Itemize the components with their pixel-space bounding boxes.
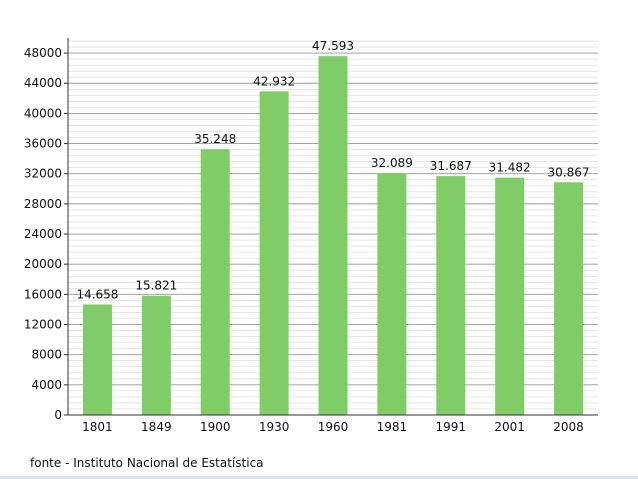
bar-value-label: 42.932 [253,74,295,88]
y-tick-label: 12000 [24,318,62,332]
bar-chart: 0 4000 8000 12000 16000 20000 24000 28000 32000 3… [24,38,598,434]
x-tick-label: 1801 [82,420,113,434]
bar [377,173,407,415]
bar-value-label: 31.482 [489,161,531,175]
y-tick-label: 44000 [24,76,62,90]
chart-bars [82,56,584,416]
bar-value-label: 30.867 [548,165,590,179]
y-tick-label: 28000 [24,197,62,211]
bar [141,295,171,415]
y-tick-label: 20000 [24,257,62,271]
bar [495,177,525,415]
bar [82,304,112,415]
bar-value-label: 15.821 [135,279,177,293]
bar [554,182,584,415]
x-tick-label: 2008 [553,420,584,434]
x-tick-label: 1960 [318,420,349,434]
bar [259,91,289,415]
x-tick-label: 1991 [436,420,467,434]
x-tick-label: 1900 [200,420,231,434]
bottom-divider [0,476,638,479]
x-tick-label: 1849 [141,420,172,434]
y-tick-label: 0 [54,408,62,422]
bar-value-label: 35.248 [194,132,236,146]
y-tick-label: 8000 [31,348,62,362]
bar-value-label: 32.089 [371,156,413,170]
bar-value-label: 14.658 [76,287,118,301]
bar [318,56,348,416]
bar-value-label: 31.687 [430,159,472,173]
x-tick-label: 1981 [377,420,408,434]
y-tick-label: 16000 [24,287,62,301]
bar-value-label: 47.593 [312,39,354,53]
y-tick-label: 36000 [24,137,62,151]
y-tick-label: 24000 [24,227,62,241]
bar [200,149,230,415]
y-tick-label: 4000 [31,378,62,392]
chart-labels: 0 4000 8000 12000 16000 20000 24000 28000 32000 3… [24,39,590,434]
chart-axes [64,38,598,416]
bar [436,176,466,415]
y-tick-label: 40000 [24,106,62,120]
y-tick-label: 32000 [24,167,62,181]
y-tick-label: 48000 [24,46,62,60]
x-tick-label: 2001 [494,420,525,434]
source-note: fonte - Instituto Nacional de Estatístic… [30,456,264,470]
x-tick-label: 1930 [259,420,290,434]
